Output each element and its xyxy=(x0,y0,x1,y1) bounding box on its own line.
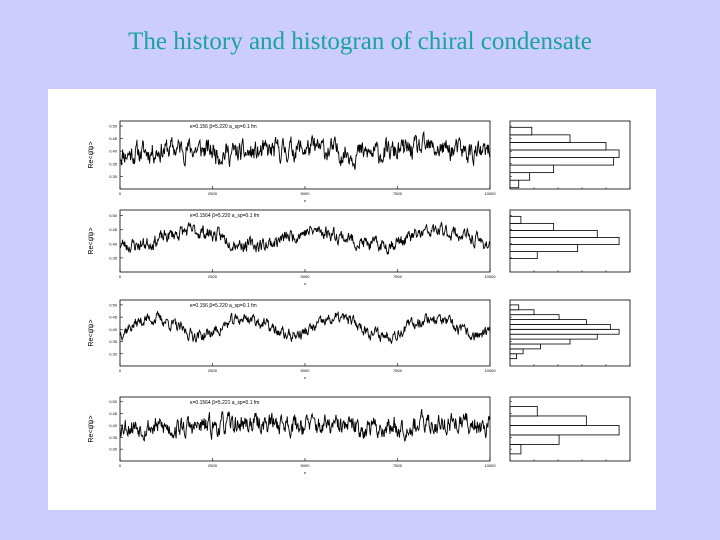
histogram-bar xyxy=(509,415,587,426)
history-frame xyxy=(119,209,491,273)
x-tick-label: 0 xyxy=(119,191,122,196)
y-tick-label: 0.35 xyxy=(109,255,118,260)
histogram-bar xyxy=(509,244,579,252)
y-axis-label: Re<ψ̄ψ> xyxy=(88,227,95,254)
x-tick-label: 7500 xyxy=(393,191,403,196)
history-series-line xyxy=(119,130,491,170)
run-parameters-annotation: κ=0.156 β=5.220 a_sp=0.1 fm xyxy=(190,124,257,130)
histogram-bar xyxy=(509,353,517,360)
y-tick-label: 0.45 xyxy=(109,136,118,141)
chart-figure: 0.30 0.35 0.40 0.45 0.50 0 2500 5000 7500 10000 Re… xyxy=(88,120,631,475)
y-tick-label: 0.30 xyxy=(109,351,118,356)
histogram-bar xyxy=(509,328,620,335)
histogram-bar xyxy=(509,179,520,189)
x-axis-label: n xyxy=(304,198,306,203)
histogram-bar xyxy=(509,406,538,417)
y-tick-label: 0.40 xyxy=(109,327,118,332)
run-parameters-annotation: κ=0.1564 β=5.220 a_sp=0.1 fm xyxy=(190,213,259,219)
y-tick-label: 0.35 xyxy=(109,339,118,344)
y-tick-label: 0.50 xyxy=(109,124,118,129)
histogram-bar xyxy=(509,157,615,166)
y-tick-label: 0.50 xyxy=(109,302,118,307)
y-axis-label: Re<ψ̄ψ> xyxy=(88,141,95,168)
x-tick-label: 2500 xyxy=(208,274,218,279)
y-axis-label: Re<ψ̄ψ> xyxy=(88,319,95,346)
histogram-bar xyxy=(509,434,560,445)
y-tick-label: 0.40 xyxy=(109,149,118,154)
histogram-bar xyxy=(509,222,555,231)
histogram-bar xyxy=(509,343,541,350)
histogram-bar xyxy=(509,172,531,181)
histogram-bar xyxy=(509,309,535,316)
histogram-bar xyxy=(509,338,571,345)
x-tick-label: 0 xyxy=(119,274,122,279)
x-tick-label: 0 xyxy=(119,463,122,468)
x-tick-label: 7500 xyxy=(393,368,403,373)
histogram-bar xyxy=(509,324,611,330)
y-tick-label: 0.30 xyxy=(109,174,118,179)
x-tick-label: 7500 xyxy=(393,274,403,279)
run-parameters-annotation: κ=0.1564 β=5.221 a_sp=0.1 fm xyxy=(190,400,259,406)
histogram-bar xyxy=(509,142,607,151)
y-tick-label: 0.35 xyxy=(109,435,118,440)
y-tick-label: 0.45 xyxy=(109,411,118,416)
x-tick-label: 10000 xyxy=(484,368,496,373)
y-tick-label: 0.40 xyxy=(109,241,118,246)
x-axis-label: n xyxy=(304,470,306,475)
histogram-bar xyxy=(509,237,620,245)
x-tick-label: 5000 xyxy=(301,191,311,196)
y-tick-label: 0.45 xyxy=(109,227,118,232)
x-tick-label: 10000 xyxy=(484,463,496,468)
x-tick-label: 2500 xyxy=(208,368,218,373)
histogram-bar xyxy=(509,134,571,143)
histogram-bar xyxy=(509,251,538,260)
x-tick-label: 5000 xyxy=(301,463,311,468)
history-series-line xyxy=(119,221,491,256)
y-tick-label: 0.50 xyxy=(109,399,118,404)
history-frame xyxy=(119,299,491,367)
y-tick-label: 0.35 xyxy=(109,161,118,166)
histogram-bar xyxy=(509,149,620,158)
history-series-line xyxy=(119,409,491,443)
x-tick-label: 10000 xyxy=(484,274,496,279)
y-tick-label: 0.45 xyxy=(109,315,118,320)
y-tick-label: 0.50 xyxy=(109,213,118,218)
x-tick-label: 7500 xyxy=(393,463,403,468)
x-tick-label: 10000 xyxy=(484,191,496,196)
histogram-bar xyxy=(509,230,598,238)
slide-title: The history and histogran of chiral cond… xyxy=(128,28,592,55)
history-series-line xyxy=(119,311,491,345)
histogram-bar xyxy=(509,333,598,340)
y-axis-label: Re<ψ̄ψ> xyxy=(88,415,95,442)
histogram-bar xyxy=(509,425,620,436)
histogram-bar xyxy=(509,215,522,224)
x-axis-label: n xyxy=(304,281,306,286)
histogram-bar xyxy=(509,319,587,325)
run-parameters-annotation: κ=0.156 β=5.220 a_sp=0.1 fm xyxy=(190,303,257,309)
histogram-bar xyxy=(509,348,524,355)
histogram-bar xyxy=(509,314,560,320)
x-tick-label: 5000 xyxy=(301,368,311,373)
histogram-bar xyxy=(509,126,533,136)
x-tick-label: 2500 xyxy=(208,191,218,196)
y-tick-label: 0.40 xyxy=(109,423,118,428)
x-tick-label: 0 xyxy=(119,368,122,373)
x-axis-label: n xyxy=(304,375,306,380)
histogram-bar xyxy=(509,164,555,174)
y-tick-label: 0.30 xyxy=(109,447,118,452)
histogram-bar xyxy=(509,304,520,311)
x-tick-label: 5000 xyxy=(301,274,311,279)
figure-panel: 0.30 0.35 0.40 0.45 0.50 0 2500 5000 7500 10000 Re… xyxy=(48,89,656,510)
x-tick-label: 2500 xyxy=(208,463,218,468)
